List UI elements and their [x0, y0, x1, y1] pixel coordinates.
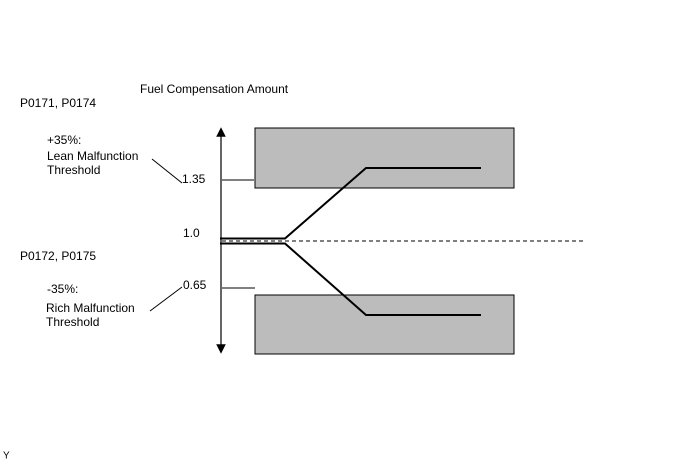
footer: Y — [3, 451, 10, 462]
title: Fuel Compensation Amount — [140, 82, 289, 96]
rich-curve — [220, 242, 481, 316]
lean-curve — [220, 167, 481, 240]
rich-codes: P0172, P0175 — [20, 249, 96, 263]
rich-percent: -35%: — [47, 282, 78, 296]
baseline-level: 1.0 — [183, 226, 200, 240]
rich-label: Threshold — [46, 315, 99, 329]
rich-zone — [254, 294, 515, 355]
lean-level: 1.35 — [182, 172, 206, 186]
rich-leader — [149, 286, 183, 312]
rich-label: Rich Malfunction — [46, 301, 135, 315]
lean-label: Lean Malfunction — [47, 149, 138, 163]
lean-codes: P0171, P0174 — [20, 96, 96, 110]
lean-percent: +35%: — [47, 133, 81, 147]
rich-level: 0.65 — [183, 278, 207, 292]
lean-leader — [151, 158, 183, 184]
lean-zone — [254, 127, 515, 189]
lean-label: Threshold — [47, 163, 100, 177]
